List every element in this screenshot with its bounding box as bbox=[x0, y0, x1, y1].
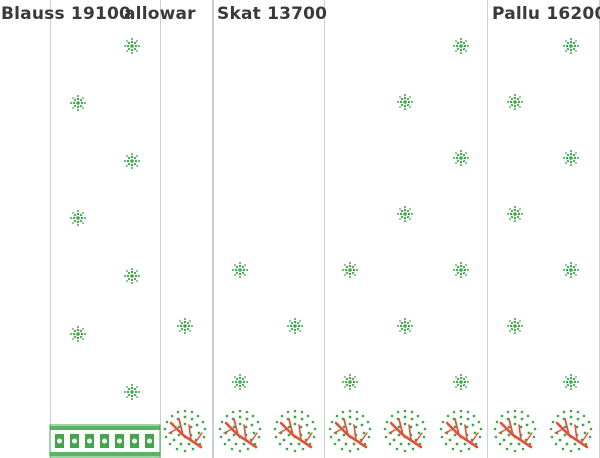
flower-icon bbox=[232, 374, 248, 390]
tree-icon bbox=[436, 406, 486, 456]
tree-icon bbox=[325, 406, 375, 456]
flower-icon bbox=[124, 268, 140, 284]
blouse-flowers bbox=[70, 38, 140, 400]
tree-icon bbox=[380, 406, 430, 456]
skirt2-flowers bbox=[342, 38, 469, 390]
flower-icon bbox=[232, 262, 248, 278]
flower-icon bbox=[287, 318, 303, 334]
tree-icon bbox=[490, 406, 540, 456]
flower-icon bbox=[563, 38, 579, 54]
flower-icon bbox=[563, 150, 579, 166]
flower-icon bbox=[397, 206, 413, 222]
salwar-label: allowar bbox=[124, 4, 196, 24]
flower-icon bbox=[453, 38, 469, 54]
tree-border-row bbox=[160, 406, 596, 456]
flower-icon bbox=[507, 206, 523, 222]
flower-icon bbox=[342, 262, 358, 278]
tree-icon bbox=[546, 406, 596, 456]
flower-icon bbox=[397, 318, 413, 334]
flower-icon bbox=[70, 95, 86, 111]
skirt1-flowers bbox=[232, 262, 303, 390]
flower-icon bbox=[177, 318, 193, 334]
skirt-panel-2 bbox=[325, 0, 488, 458]
salwar-panel bbox=[161, 0, 213, 458]
flower-icon bbox=[124, 153, 140, 169]
flower-icon bbox=[70, 210, 86, 226]
blouse-border-band bbox=[49, 424, 161, 458]
pallu-label: Pallu 16200 bbox=[492, 4, 600, 24]
pallu-flowers bbox=[507, 38, 579, 390]
tree-icon bbox=[215, 406, 265, 456]
flower-icon bbox=[507, 318, 523, 334]
skirt-panel-1 bbox=[213, 0, 325, 458]
skirt-label: Skat 13700 bbox=[217, 4, 328, 24]
flower-icon bbox=[342, 374, 358, 390]
tree-icon bbox=[270, 406, 320, 456]
flower-icon bbox=[563, 262, 579, 278]
flower-icon bbox=[563, 374, 579, 390]
flower-icon bbox=[453, 374, 469, 390]
flower-icon bbox=[70, 326, 86, 342]
flower-icon bbox=[124, 384, 140, 400]
flower-icon bbox=[397, 94, 413, 110]
flower-icon bbox=[453, 262, 469, 278]
flower-icon bbox=[124, 38, 140, 54]
blouse-panel bbox=[50, 0, 161, 458]
flower-icon bbox=[507, 94, 523, 110]
flower-icon bbox=[453, 150, 469, 166]
blouse-label: Blauss 19100 bbox=[1, 4, 132, 24]
tree-icon bbox=[160, 406, 210, 456]
